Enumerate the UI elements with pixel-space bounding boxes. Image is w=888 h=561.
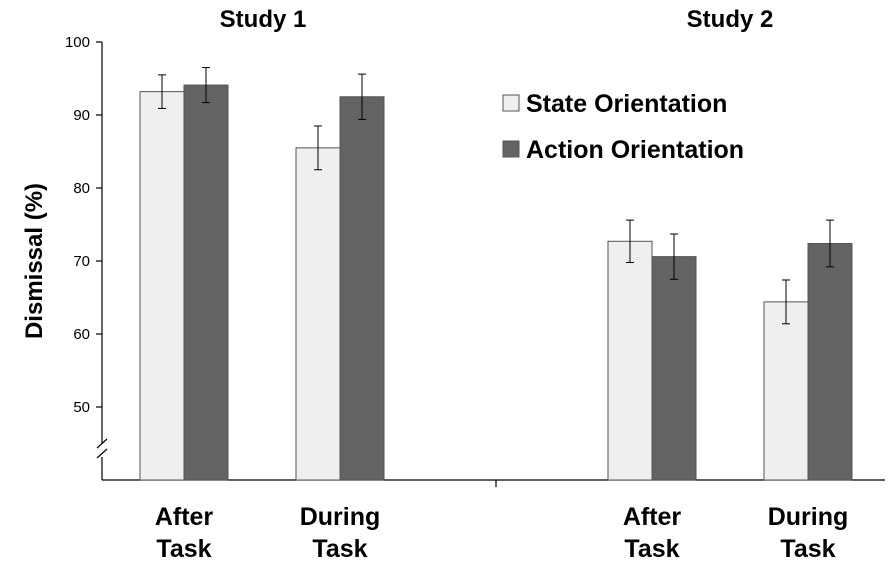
category-label: Task <box>624 535 679 561</box>
y-tick-label: 50 <box>73 399 90 416</box>
y-axis-label: Dismissal (%) <box>21 183 48 339</box>
bar <box>651 256 697 481</box>
bar <box>183 84 229 481</box>
category-label: During <box>768 503 849 531</box>
bar <box>763 301 809 481</box>
category-label: After <box>623 503 682 531</box>
legend-label: State Orientation <box>526 90 727 118</box>
bar <box>139 91 185 481</box>
y-tick-label: 60 <box>73 326 90 343</box>
legend-swatch <box>502 140 520 158</box>
category-label: Task <box>312 535 367 561</box>
labels: Study 1 After Task During Task Study 2 After Ta… <box>155 6 848 561</box>
bars <box>139 67 853 481</box>
y-tick-label: 90 <box>73 107 90 124</box>
bar <box>295 147 341 481</box>
y-tick-label: 80 <box>73 180 90 197</box>
y-tick-label: 100 <box>65 34 90 51</box>
axis-break-mark <box>96 448 108 459</box>
bar <box>607 240 653 481</box>
category-label: After <box>155 503 214 531</box>
axes: 50 60 70 80 90 100 Dismissal (%) <box>21 34 885 487</box>
study-title: Study 1 <box>220 6 307 33</box>
y-tick-label: 70 <box>73 253 90 270</box>
bar <box>807 242 853 481</box>
category-label: During <box>300 503 381 531</box>
legend-label: Action Orientation <box>526 136 744 164</box>
category-label: Task <box>780 535 835 561</box>
legend-swatch <box>502 94 520 112</box>
axis-break-mark <box>96 438 108 449</box>
category-label: Task <box>156 535 211 561</box>
study-title: Study 2 <box>687 6 774 33</box>
bar <box>339 96 385 481</box>
legend: State Orientation Action Orientation <box>502 90 744 164</box>
